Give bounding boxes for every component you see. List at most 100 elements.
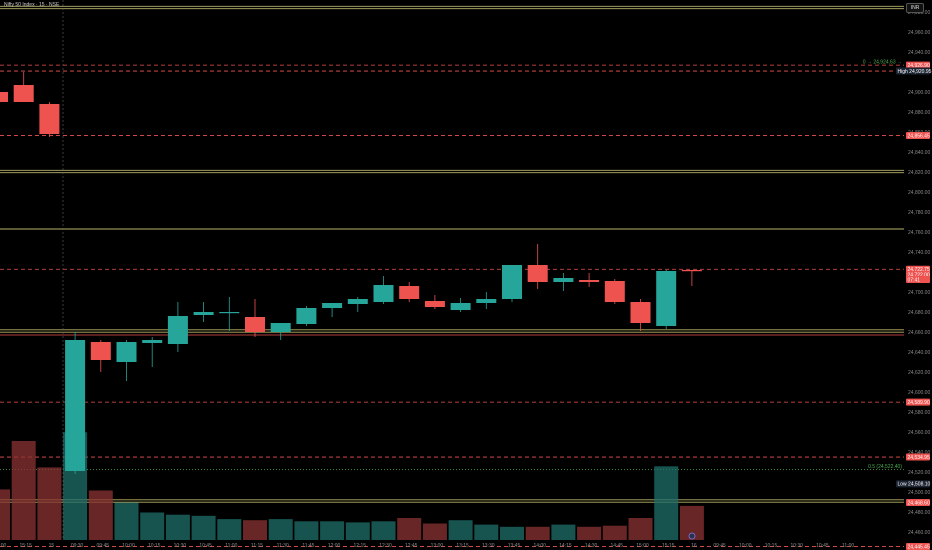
candle[interactable] — [219, 297, 240, 331]
price-tick-label: 24,820.00 — [908, 170, 930, 176]
volume-bar — [217, 519, 242, 540]
candle[interactable] — [65, 332, 86, 474]
price-tick-label: 24,960.00 — [908, 30, 930, 36]
time-axis[interactable]: 15:00 15:15 15 09:30 09:45 10:00 10:15 10:30 10:… — [0, 543, 854, 549]
price-tag-red: 24,589.90 — [906, 398, 930, 406]
candle[interactable] — [579, 273, 600, 287]
candle[interactable] — [399, 282, 420, 302]
candle[interactable] — [322, 303, 343, 317]
time-tick-label: 14:00 — [533, 543, 546, 549]
volume-bar — [0, 489, 10, 540]
time-tick-label: 12:45 — [405, 543, 418, 549]
volume-bar — [448, 520, 473, 540]
price-tick-label: 24,660.00 — [908, 330, 930, 336]
candle[interactable] — [656, 270, 677, 329]
price-tick-label: 24,700.00 — [908, 290, 930, 296]
volume-bar — [602, 525, 627, 540]
candle[interactable] — [270, 323, 291, 340]
candle[interactable] — [630, 299, 651, 331]
candle[interactable] — [681, 270, 702, 286]
price-tick-label: 24,840.00 — [908, 150, 930, 156]
candle-body — [90, 342, 111, 360]
time-tick-label: 11:00 — [842, 543, 854, 549]
candle-body — [39, 104, 60, 134]
time-tick-label: 12:15 — [354, 543, 367, 549]
volume-bar — [320, 521, 345, 540]
candle[interactable] — [604, 279, 625, 304]
time-tick-label: 10:45 — [816, 543, 829, 549]
volume-bar — [654, 466, 679, 540]
candle[interactable] — [424, 295, 445, 309]
candle-body — [527, 265, 548, 282]
candle[interactable] — [167, 302, 188, 352]
candle-body — [167, 316, 188, 344]
candle[interactable] — [39, 102, 60, 137]
time-tick-label: 11:00 — [225, 543, 237, 549]
horizontal-levels — [0, 5, 904, 547]
price-tag-red: 24,926.90 — [906, 61, 930, 69]
candle[interactable] — [347, 297, 368, 312]
price-tick-label: 24,800.00 — [908, 190, 930, 196]
price-tag-red: 24,445.45 — [906, 543, 930, 550]
price-tick-label: 24,980.00 — [908, 10, 930, 16]
candle[interactable] — [116, 340, 137, 381]
candle[interactable] — [553, 273, 574, 291]
candles[interactable] — [0, 72, 702, 474]
candle[interactable] — [193, 302, 214, 322]
volume-bar — [422, 523, 447, 540]
candle[interactable] — [90, 340, 111, 372]
price-tag-label: 24,534.95 — [908, 455, 930, 461]
price-tick-label: 24,880.00 — [908, 110, 930, 116]
candle-body — [502, 265, 522, 299]
candle[interactable] — [245, 299, 265, 337]
price-tag-label: Low 24,508.10 — [898, 482, 931, 488]
time-tick-label: 13:00 — [431, 543, 444, 549]
volume-bar — [165, 514, 190, 540]
candle[interactable] — [476, 292, 497, 309]
price-tick-label: 24,580.00 — [908, 410, 930, 416]
candle[interactable] — [142, 337, 163, 367]
time-tick-label: 09:45 — [97, 543, 110, 549]
volume-bar — [474, 524, 499, 540]
currency-unit-button[interactable]: INR — [906, 3, 924, 13]
volume-bar — [628, 518, 653, 540]
time-tick-label: 11:45 — [302, 543, 314, 549]
volume-bar — [294, 521, 319, 540]
price-tag-low: Low 24,508.10 — [896, 480, 931, 488]
price-tick-label: 24,540.00 — [908, 450, 930, 456]
candle-body — [450, 303, 471, 310]
price-tick-label: 24,600.00 — [908, 390, 930, 396]
price-tick-label: 24,460.00 — [908, 530, 930, 536]
price-tag-label: 24,722.75 — [908, 267, 930, 273]
candle[interactable] — [502, 265, 522, 302]
volume-bar — [525, 526, 550, 540]
volume-bar — [397, 518, 422, 540]
time-tick-label: 12:00 — [328, 543, 341, 549]
candle-body — [399, 286, 420, 299]
volume-bar — [268, 519, 293, 540]
price-tag-high: High 24,920.95 — [896, 67, 932, 75]
candle-body — [13, 85, 34, 102]
candle[interactable] — [373, 276, 394, 304]
candle-body — [142, 340, 163, 343]
candle[interactable] — [527, 244, 548, 289]
volume-bar — [500, 526, 524, 540]
candle[interactable] — [0, 86, 8, 102]
volume-bar — [371, 521, 396, 540]
replay-marker-icon[interactable] — [688, 532, 696, 540]
candle-body — [322, 303, 343, 308]
volume-bar — [345, 522, 370, 540]
price-tag-label: 24,926.90 — [908, 63, 930, 69]
level-annotation: 0 → 24,924.63 → — [863, 60, 902, 66]
volume-bar — [114, 502, 139, 540]
time-tick-label: 10:15 — [148, 543, 161, 549]
candle[interactable] — [450, 298, 471, 312]
candle[interactable] — [296, 306, 317, 326]
candle[interactable] — [13, 72, 34, 102]
price-tag-red: 07:41 — [906, 276, 930, 283]
time-tick-label: 15:15 — [662, 543, 675, 549]
time-tick-label: 13:15 — [456, 543, 469, 549]
candle-body — [476, 299, 497, 303]
volume-bar — [243, 520, 267, 540]
